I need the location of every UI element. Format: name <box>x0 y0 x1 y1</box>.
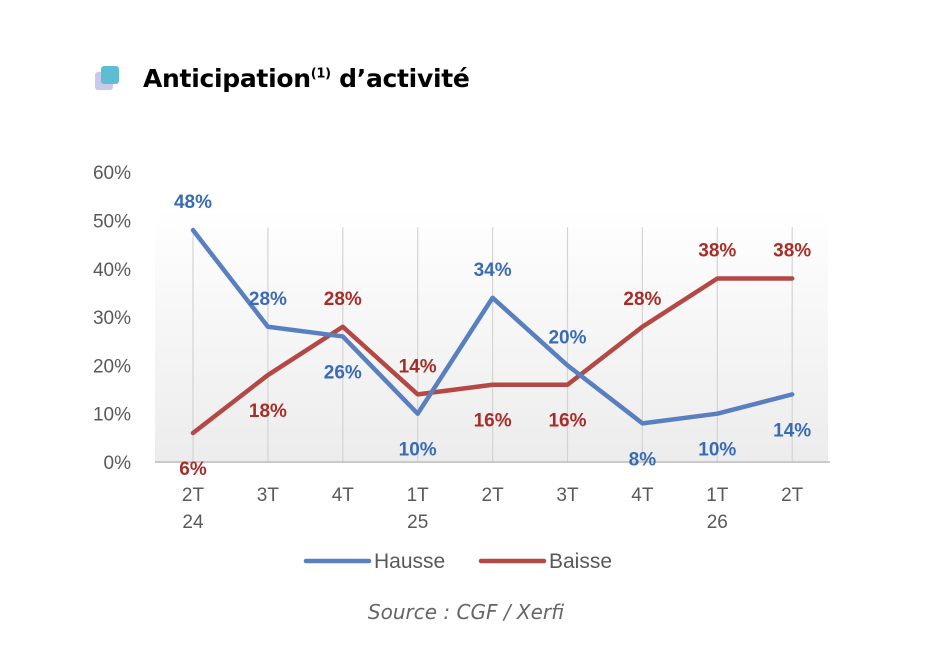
series-line-baisse <box>190 276 795 436</box>
data-label-hausse: 34% <box>474 260 512 281</box>
chart-title: Anticipation(1) d’activité <box>143 64 470 93</box>
y-tick-label: 0% <box>104 453 132 474</box>
x-tick-label: 2T <box>781 485 804 506</box>
data-label-baisse: 6% <box>179 459 207 480</box>
data-label-hausse: 10% <box>698 440 736 461</box>
x-tick-label: 4T <box>631 485 654 506</box>
x-tick-label: 25 <box>407 512 428 533</box>
x-tick-label: 2T <box>482 485 505 506</box>
data-label-hausse: 48% <box>174 192 212 213</box>
x-tick-label: 1T <box>706 485 729 506</box>
series-lines <box>190 227 795 436</box>
source-note: Source : CGF / Xerfi <box>367 600 565 624</box>
axes: 0% 10% 20% 30% 40% 50% 60% 2T 24 3T 4T 1T 25 2T 3T 4T 1T… <box>93 163 830 533</box>
data-label-baisse: 16% <box>474 411 512 432</box>
y-tick-label: 30% <box>93 308 131 329</box>
line-chart: 0% 10% 20% 30% 40% 50% 60% 2T 24 3T 4T 1T 25 2T 3T 4T 1T… <box>93 163 830 573</box>
y-tick-label: 50% <box>93 212 131 233</box>
x-tick-label: 26 <box>707 512 728 533</box>
y-tick-label: 40% <box>93 260 131 281</box>
data-label-hausse: 26% <box>324 362 362 383</box>
data-labels: 48% 28% 26% 10% 34% 20% 8% 10% 14% 6% 18% 28% 14% 16%… <box>174 192 811 480</box>
x-tick-label: 2T <box>182 485 205 506</box>
x-tick-label: 3T <box>556 485 579 506</box>
grid-lines <box>192 227 793 462</box>
y-tick-label: 20% <box>93 356 131 377</box>
legend-label-baisse: Baisse <box>549 550 612 573</box>
data-label-hausse: 10% <box>399 440 437 461</box>
x-tick-label: 4T <box>332 485 355 506</box>
data-label-hausse: 20% <box>548 327 586 348</box>
squares-icon <box>95 63 129 93</box>
series-line-hausse <box>190 227 795 426</box>
y-tick-label: 60% <box>93 163 131 184</box>
x-tick-label: 3T <box>257 485 280 506</box>
front-square <box>101 66 119 84</box>
data-label-baisse: 14% <box>399 356 437 377</box>
legend-label-hausse: Hausse <box>374 550 445 573</box>
legend: Hausse Baisse <box>303 550 612 573</box>
x-tick-label: 24 <box>182 512 204 533</box>
title-footnote-mark: (1) <box>310 66 331 82</box>
data-label-baisse: 16% <box>548 411 586 432</box>
data-label-baisse: 38% <box>698 240 736 261</box>
plot-area <box>155 207 828 463</box>
y-tick-label: 10% <box>93 405 131 426</box>
x-tick-label: 1T <box>407 485 430 506</box>
data-label-baisse: 28% <box>623 289 661 310</box>
chart-header: Anticipation(1) d’activité <box>95 58 470 98</box>
data-label-baisse: 28% <box>324 289 362 310</box>
title-main: Anticipation <box>143 63 311 93</box>
data-label-hausse: 14% <box>773 420 811 441</box>
title-end: d’activité <box>330 63 470 93</box>
data-label-hausse: 8% <box>629 449 657 470</box>
data-label-hausse: 28% <box>249 289 287 310</box>
data-label-baisse: 38% <box>773 240 811 261</box>
data-label-baisse: 18% <box>249 401 287 422</box>
